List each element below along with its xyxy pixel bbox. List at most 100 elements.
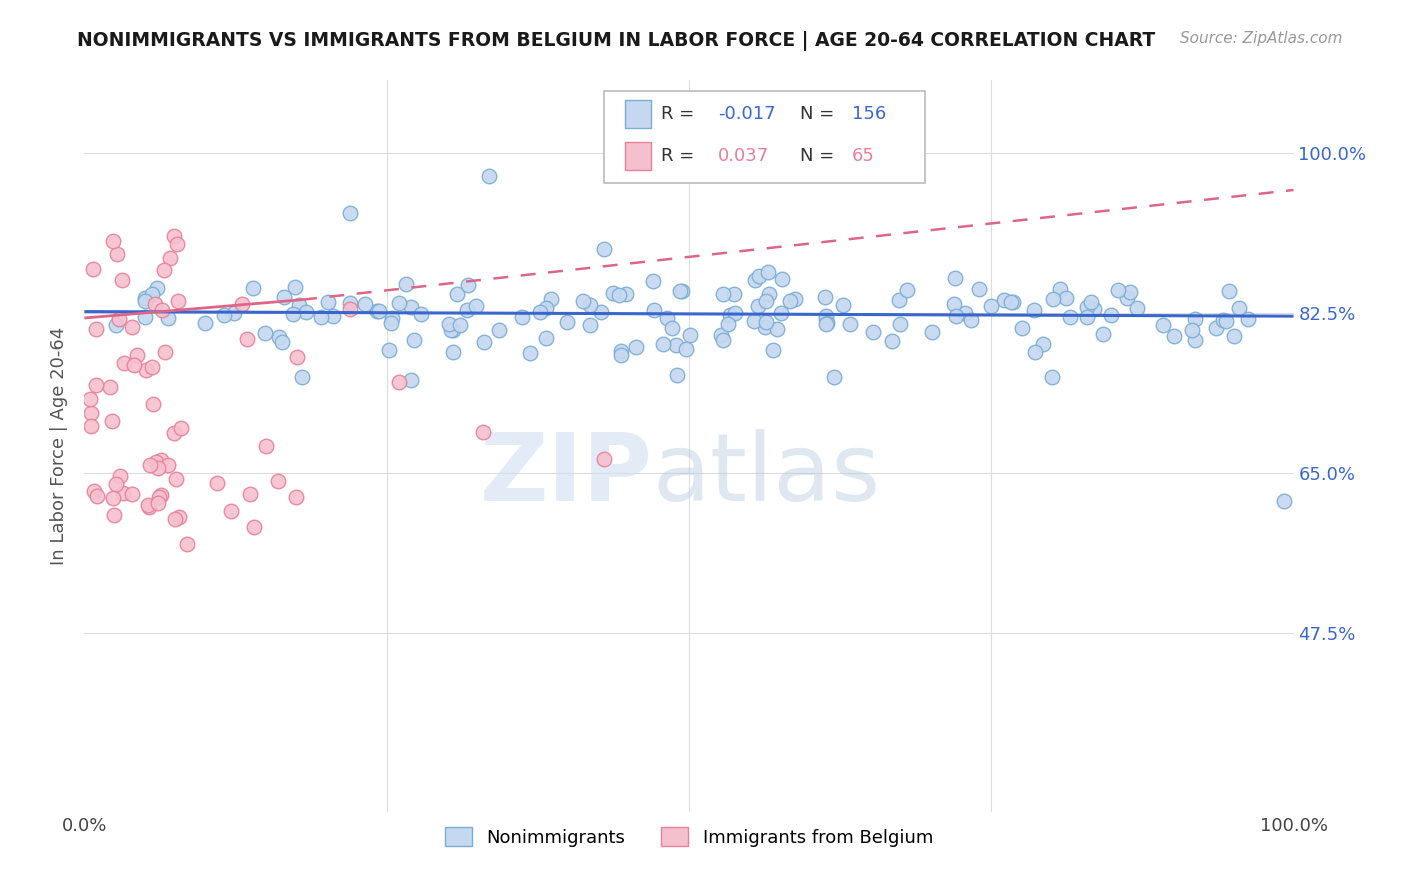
Point: [135, 362, 157, 376]
Point: [446, 287, 468, 301]
Point: [146, 461, 169, 475]
Point: [519, 345, 541, 359]
Point: [101, 414, 124, 428]
Point: [153, 263, 176, 277]
Point: [675, 342, 697, 356]
Point: [145, 455, 167, 469]
Text: atlas: atlas: [652, 429, 882, 521]
Point: [121, 486, 143, 500]
Point: [755, 294, 778, 309]
Point: [101, 491, 124, 505]
Point: [1083, 302, 1105, 317]
Point: [593, 243, 616, 257]
Point: [1115, 291, 1137, 305]
Point: [254, 439, 277, 453]
Point: [643, 303, 665, 318]
Point: [83, 483, 105, 498]
Point: [84, 377, 107, 392]
Point: [125, 348, 148, 362]
Point: [555, 315, 578, 329]
Point: [993, 293, 1015, 307]
Point: [1223, 329, 1246, 343]
Point: [339, 301, 361, 316]
Point: [1119, 285, 1142, 299]
Point: [652, 336, 675, 351]
Point: [239, 487, 262, 501]
Point: [157, 458, 180, 472]
Point: [657, 310, 679, 325]
Point: [815, 316, 838, 330]
Point: [281, 307, 304, 321]
Point: [1059, 310, 1081, 324]
Point: [316, 295, 339, 310]
Text: N =: N =: [800, 147, 834, 165]
Point: [141, 286, 163, 301]
Y-axis label: In Labor Force | Age 20-64: In Labor Force | Age 20-64: [49, 326, 67, 566]
Point: [101, 234, 124, 248]
Point: [86, 489, 108, 503]
Point: [1184, 312, 1206, 326]
Point: [711, 334, 734, 348]
Point: [254, 326, 277, 341]
Point: [602, 285, 624, 300]
Point: [146, 496, 169, 510]
Point: [665, 337, 688, 351]
Point: [1099, 308, 1122, 322]
Point: [107, 247, 129, 261]
Point: [166, 236, 188, 251]
Text: Source: ZipAtlas.com: Source: ZipAtlas.com: [1180, 31, 1343, 46]
Point: [143, 297, 166, 311]
Point: [679, 328, 702, 343]
Point: [108, 468, 131, 483]
Point: [815, 317, 838, 331]
Point: [610, 348, 633, 362]
Point: [122, 358, 145, 372]
Point: [742, 314, 765, 328]
Point: [166, 472, 188, 486]
Point: [814, 309, 837, 323]
Point: [1091, 327, 1114, 342]
Point: [896, 283, 918, 297]
Point: [839, 317, 862, 331]
Point: [1076, 310, 1098, 325]
Point: [540, 292, 562, 306]
Point: [1212, 312, 1234, 326]
Point: [579, 318, 602, 333]
Point: [339, 296, 361, 310]
Point: [139, 458, 162, 472]
Point: [121, 320, 143, 334]
Point: [717, 317, 740, 331]
Point: [84, 322, 107, 336]
Point: [1049, 282, 1071, 296]
Point: [529, 305, 551, 319]
Point: [943, 297, 966, 311]
Point: [153, 345, 176, 359]
Point: [231, 297, 253, 311]
Point: [411, 307, 433, 321]
Point: [661, 321, 683, 335]
Point: [478, 169, 501, 184]
Point: [98, 380, 121, 394]
Point: [236, 332, 259, 346]
Point: [755, 315, 778, 329]
Point: [399, 373, 422, 387]
Point: [955, 306, 977, 320]
Point: [465, 299, 488, 313]
Point: [322, 309, 344, 323]
Point: [163, 426, 186, 441]
Point: [1237, 311, 1260, 326]
Point: [271, 334, 294, 349]
Point: [1042, 292, 1064, 306]
Point: [388, 375, 411, 389]
Point: [380, 317, 402, 331]
Point: [1125, 301, 1147, 315]
Point: [832, 298, 855, 312]
Point: [1002, 294, 1025, 309]
Point: [1000, 294, 1022, 309]
Point: [1040, 369, 1063, 384]
Point: [104, 476, 127, 491]
Text: ZIP: ZIP: [479, 429, 652, 521]
Point: [607, 287, 630, 301]
Point: [748, 268, 770, 283]
Point: [723, 287, 745, 301]
